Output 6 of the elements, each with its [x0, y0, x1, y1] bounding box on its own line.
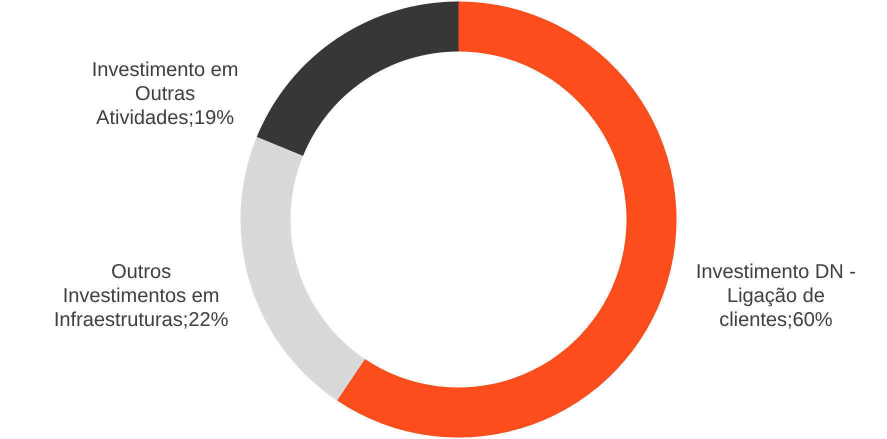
- donut-slice: [337, 2, 676, 438]
- donut-slice: [256, 2, 458, 156]
- donut-slice: [240, 136, 365, 401]
- slice-label: Investimento DN - Ligação de clientes;60%: [696, 260, 856, 331]
- slice-label: Investimento em Outras Atividades;19%: [92, 59, 238, 130]
- slice-label: Outros Investimentos em Infraestruturas;22%: [54, 260, 229, 331]
